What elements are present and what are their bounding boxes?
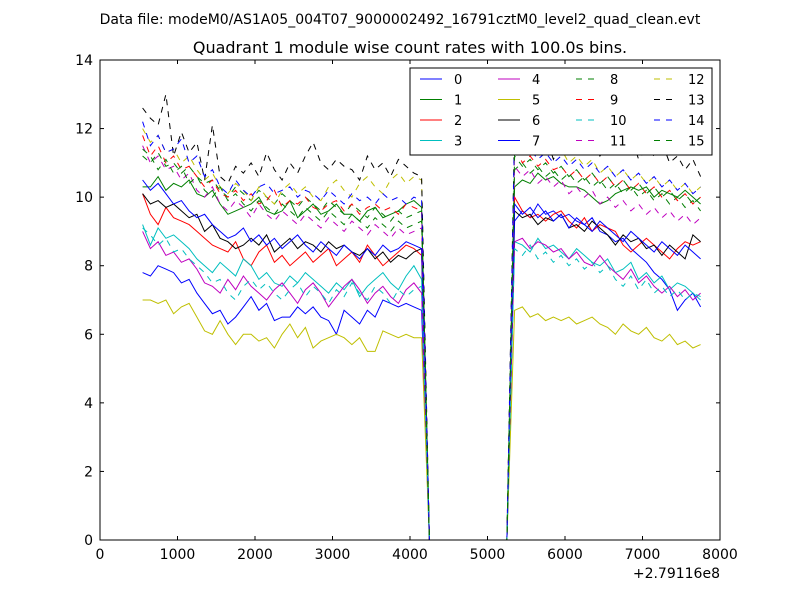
legend-label: 9: [610, 94, 618, 109]
series-line-3: [142, 224, 701, 541]
plot-area: [142, 94, 702, 541]
series-line-1: [142, 172, 701, 541]
x-tick-label: 8000: [702, 547, 738, 563]
legend-label: 7: [532, 135, 540, 150]
y-tick-label: 12: [75, 122, 93, 138]
series-line-8: [142, 151, 702, 541]
x-tick-label: 6000: [547, 547, 583, 563]
series-line-4: [142, 231, 701, 541]
legend-label: 4: [532, 73, 540, 88]
series-line-5: [142, 299, 701, 541]
series-line-6: [142, 193, 701, 541]
y-tick-label: 14: [75, 53, 93, 69]
series-line-7: [142, 179, 701, 541]
legend-label: 2: [454, 114, 462, 129]
legend-label: 6: [532, 114, 540, 129]
x-tick-label: 7000: [625, 547, 661, 563]
legend-label: 10: [610, 114, 627, 129]
legend-label: 11: [610, 135, 627, 150]
y-tick-label: 2: [84, 464, 93, 480]
x-offset-label: +2.79116e8: [633, 566, 720, 582]
data-file-title: Data file: modeM0/AS1A05_004T07_90000024…: [100, 12, 701, 28]
legend-label: 0: [454, 73, 462, 88]
y-tick-label: 8: [84, 259, 93, 275]
chart-title: Quadrant 1 module wise count rates with …: [193, 38, 627, 57]
series-line-15: [142, 148, 701, 541]
legend-label: 15: [688, 135, 705, 150]
series-line-11: [142, 145, 701, 541]
legend-label: 3: [454, 135, 462, 150]
x-tick-label: 2000: [237, 547, 273, 563]
legend-label: 8: [610, 73, 618, 88]
series-line-12: [142, 128, 701, 541]
legend-label: 5: [532, 94, 540, 109]
legend-label: 1: [454, 94, 462, 109]
legend-label: 13: [688, 94, 705, 109]
y-tick-label: 10: [75, 190, 93, 206]
axis-ticks: 0 1000 2000 3000 4000 5000 6000 7000 80000246810…: [75, 53, 738, 563]
series-line-2: [142, 193, 701, 541]
x-tick-label: 1000: [160, 547, 196, 563]
x-tick-label: 4000: [392, 547, 428, 563]
x-tick-label: 3000: [315, 547, 351, 563]
series-line-9: [142, 135, 701, 541]
y-tick-label: 0: [84, 533, 93, 549]
legend-box: [409, 67, 713, 156]
x-tick-label: 5000: [470, 547, 506, 563]
series-line-10: [142, 227, 701, 541]
y-tick-label: 4: [84, 396, 93, 412]
legend-label: 12: [688, 73, 705, 88]
x-tick-label: 0: [96, 547, 105, 563]
series-line-14: [142, 121, 701, 541]
legend-label: 14: [688, 114, 705, 129]
y-tick-label: 6: [84, 327, 93, 343]
